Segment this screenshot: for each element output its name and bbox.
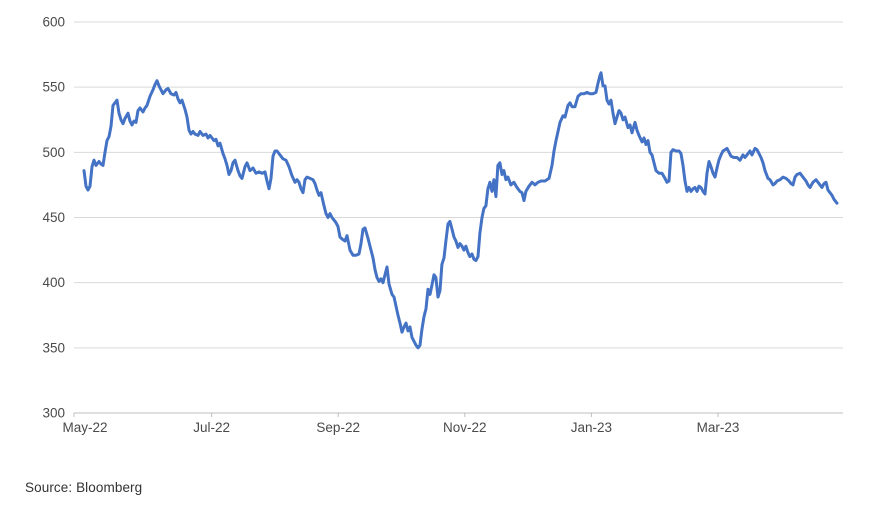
x-axis-tick-label: Mar-23 [697, 420, 740, 435]
y-axis-tick-label: 500 [42, 145, 65, 160]
y-axis-tick-label: 450 [42, 210, 65, 225]
x-axis-tick-label: Sep-22 [316, 420, 360, 435]
y-axis-tick-label: 550 [42, 80, 65, 95]
price-line [82, 71, 839, 350]
y-axis-tick-label: 350 [42, 340, 65, 355]
x-axis-tick-label: May-22 [62, 420, 107, 435]
y-axis-tick-label: 400 [42, 275, 65, 290]
y-axis-tick-label: 300 [42, 406, 65, 421]
x-axis-tick-label: Jul-22 [193, 420, 230, 435]
x-axis-tick-label: Nov-22 [443, 420, 487, 435]
y-axis-tick-label: 600 [42, 15, 65, 30]
price-chart: 300 350 400 450 500 550 600 May-22 Jul-22 Sep-22 N… [42, 15, 843, 435]
x-axis-tick-label: Jan-23 [571, 420, 612, 435]
source-note: Source: Bloomberg [25, 480, 143, 495]
